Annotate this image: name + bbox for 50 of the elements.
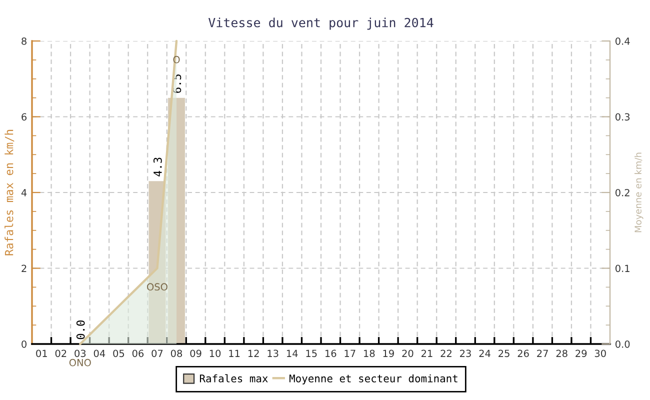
y-tick-label: 0	[22, 340, 26, 348]
x-tick-label: 13	[268, 350, 278, 358]
y-tick-label: 6	[22, 113, 27, 121]
x-tick-label: 19	[383, 350, 394, 358]
y2-tick-label: 0.1	[616, 264, 630, 272]
x-tick-label: 24	[479, 350, 490, 357]
x-tick-label: 01	[36, 350, 47, 358]
data-label: ONO	[69, 358, 91, 366]
data-label: OSO	[147, 283, 168, 291]
y2-tick-label: 0.3	[616, 113, 630, 121]
chart-title: Vitesse du vent pour juin 2014	[208, 18, 434, 30]
x-tick-label: 21	[421, 350, 432, 357]
data-label: 4.3	[153, 158, 162, 176]
x-tick-label: 17	[344, 350, 356, 357]
data-label: 0.0	[76, 320, 85, 340]
x-tick-label: 20	[402, 350, 414, 358]
x-tick-label: 10	[210, 350, 221, 358]
x-tick-label: 26	[518, 350, 529, 358]
x-tick-label: 18	[364, 350, 375, 358]
y-tick-label: 2	[22, 264, 26, 272]
x-tick-label: 29	[576, 350, 587, 358]
legend-label: Moyenne et secteur dominant	[290, 374, 458, 384]
x-tick-label: 22	[440, 350, 452, 357]
y-axis-title: Rafales max en km/h	[4, 130, 14, 256]
x-tick-label: 16	[326, 350, 336, 358]
x-tick-label: 30	[594, 350, 606, 358]
x-tick-label: 05	[113, 350, 124, 358]
y2-tick-label: 0.4	[616, 37, 630, 45]
x-tick-label: 28	[556, 350, 568, 358]
x-tick-label: 04	[94, 350, 106, 358]
x-tick-label: 07	[152, 350, 163, 358]
x-tick-label: 06	[132, 350, 144, 358]
x-tick-label: 02	[55, 350, 66, 358]
y2-axis-title: Moyenne en km/h	[634, 152, 644, 232]
y2-tick-label: 0.0	[616, 340, 630, 348]
y2-tick-label: 0.2	[616, 188, 630, 196]
x-tick-label: 14	[286, 350, 298, 357]
x-tick-label: 03	[74, 350, 86, 358]
legend-label: Rafales max	[200, 374, 268, 382]
x-tick-label: 15	[306, 350, 317, 358]
x-tick-label: 09	[190, 350, 202, 358]
x-tick-label: 25	[498, 350, 510, 358]
y-tick-label: 4	[21, 189, 27, 196]
y-tick-label: 8	[22, 37, 26, 45]
x-tick-label: 12	[248, 350, 259, 357]
x-tick-label: 11	[229, 350, 240, 357]
x-tick-label: 23	[460, 350, 471, 358]
x-tick-label: 08	[170, 350, 182, 358]
data-label: O	[173, 56, 180, 64]
x-tick-label: 27	[537, 350, 548, 357]
